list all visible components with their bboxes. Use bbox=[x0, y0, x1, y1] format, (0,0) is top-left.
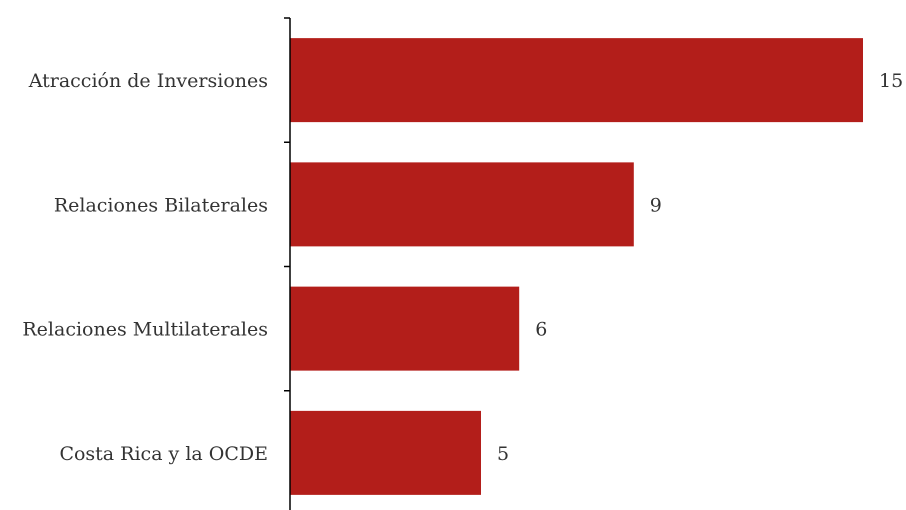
bar bbox=[290, 286, 520, 371]
labels-layer: Atracción de Inversiones 15 Relaciones Bil… bbox=[22, 70, 903, 465]
data-label: 5 bbox=[497, 443, 509, 465]
axis-layer bbox=[284, 17, 291, 510]
bars-layer bbox=[290, 38, 863, 495]
category-label: Atracción de Inversiones bbox=[28, 70, 268, 92]
bar bbox=[290, 162, 634, 247]
category-label: Relaciones Bilaterales bbox=[54, 194, 268, 216]
bar bbox=[290, 38, 863, 123]
data-label: 9 bbox=[650, 194, 662, 216]
data-label: 15 bbox=[879, 70, 903, 92]
category-label: Costa Rica y la OCDE bbox=[59, 443, 268, 465]
bar bbox=[290, 410, 481, 495]
category-label: Relaciones Multilaterales bbox=[22, 319, 268, 341]
data-label: 6 bbox=[535, 319, 547, 341]
